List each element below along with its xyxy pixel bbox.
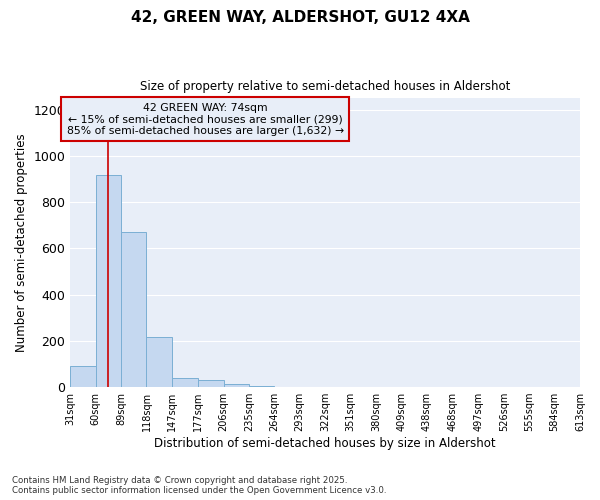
Bar xyxy=(224,384,249,387)
Text: Contains HM Land Registry data © Crown copyright and database right 2025.
Contai: Contains HM Land Registry data © Crown c… xyxy=(12,476,386,495)
Bar xyxy=(172,378,198,387)
Bar xyxy=(95,174,121,387)
X-axis label: Distribution of semi-detached houses by size in Aldershot: Distribution of semi-detached houses by … xyxy=(154,437,496,450)
Bar xyxy=(249,386,274,387)
Bar xyxy=(70,366,95,387)
Text: 42 GREEN WAY: 74sqm
← 15% of semi-detached houses are smaller (299)
85% of semi-: 42 GREEN WAY: 74sqm ← 15% of semi-detach… xyxy=(67,102,344,136)
Bar xyxy=(121,232,146,387)
Bar xyxy=(146,338,172,387)
Bar xyxy=(198,380,224,387)
Title: Size of property relative to semi-detached houses in Aldershot: Size of property relative to semi-detach… xyxy=(140,80,511,93)
Y-axis label: Number of semi-detached properties: Number of semi-detached properties xyxy=(15,134,28,352)
Text: 42, GREEN WAY, ALDERSHOT, GU12 4XA: 42, GREEN WAY, ALDERSHOT, GU12 4XA xyxy=(131,10,469,25)
